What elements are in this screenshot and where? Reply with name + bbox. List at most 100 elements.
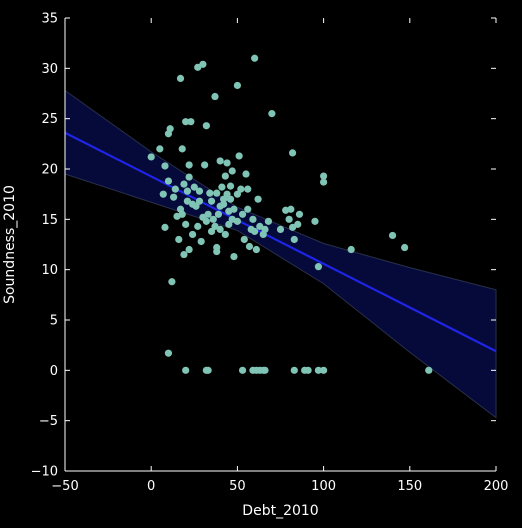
data-point [218, 183, 226, 191]
data-point [199, 60, 207, 68]
data-point [304, 366, 312, 374]
x-tick-label: 0 [147, 479, 155, 494]
x-axis-label: Debt_2010 [242, 503, 318, 519]
regression-layer [64, 131, 497, 353]
y-tick-label: 10 [41, 263, 58, 278]
data-point [192, 202, 200, 210]
data-point [347, 245, 355, 254]
data-point [171, 185, 179, 193]
data-point [290, 366, 298, 374]
data-point [213, 247, 221, 256]
y-tick-label: −5 [39, 414, 58, 429]
data-point [159, 190, 167, 198]
data-point [190, 183, 198, 191]
data-point [206, 189, 214, 197]
data-point [311, 217, 319, 225]
data-point [401, 243, 409, 252]
data-point [230, 205, 238, 213]
data-point [178, 210, 186, 218]
data-point [295, 210, 304, 218]
data-point [238, 366, 247, 374]
data-point [216, 157, 224, 165]
data-point [183, 187, 192, 195]
data-point [221, 230, 229, 239]
data-point [185, 245, 193, 254]
data-point [244, 205, 252, 213]
data-point [276, 225, 285, 233]
data-point [235, 152, 243, 160]
data-point [166, 125, 174, 133]
data-point [220, 200, 228, 208]
data-point [320, 178, 328, 186]
data-point [204, 366, 212, 374]
data-point [249, 215, 257, 223]
data-point [161, 223, 169, 231]
data-point [388, 231, 397, 240]
data-point [251, 54, 259, 62]
data-point [288, 149, 297, 157]
data-point [176, 74, 185, 82]
data-point [233, 217, 241, 225]
regression-line [64, 131, 497, 353]
data-point [233, 190, 241, 198]
data-point [242, 170, 250, 178]
data-point [268, 110, 276, 118]
x-tick-label: 50 [229, 479, 246, 494]
x-tick-label: 100 [311, 479, 336, 494]
data-point [185, 173, 193, 181]
data-point [170, 193, 178, 201]
data-point [182, 220, 190, 228]
data-point [233, 81, 241, 90]
y-axis-label: Soundness_2010 [2, 185, 18, 304]
data-point [185, 161, 193, 169]
data-point [207, 197, 216, 205]
data-point [245, 242, 254, 251]
x-tick-label: −50 [51, 479, 78, 494]
data-point [209, 215, 217, 223]
data-point [202, 122, 210, 130]
data-point [251, 227, 259, 236]
data-point [164, 349, 173, 357]
data-point [182, 366, 190, 374]
data-point [320, 366, 328, 374]
data-point [314, 263, 323, 271]
data-point [425, 366, 433, 374]
data-point [178, 145, 186, 153]
data-point [290, 235, 298, 244]
y-tick-label: 5 [50, 314, 58, 329]
data-point [225, 220, 233, 228]
data-point [294, 220, 302, 228]
confidence-band-layer [64, 89, 497, 419]
data-point [230, 252, 238, 261]
data-point [220, 195, 228, 203]
y-tick-label: 30 [41, 62, 58, 77]
data-point [214, 210, 223, 218]
data-point [204, 210, 212, 218]
confidence-band [64, 89, 497, 419]
data-point [254, 195, 262, 203]
data-point [320, 172, 328, 180]
data-point [175, 235, 183, 244]
data-point [314, 366, 323, 374]
x-tick-label: 200 [484, 479, 509, 494]
data-point [226, 195, 235, 203]
data-point [161, 162, 169, 170]
data-points [147, 54, 433, 374]
data-point [226, 182, 235, 190]
data-point [207, 227, 216, 236]
data-point [223, 159, 231, 167]
data-point [180, 250, 188, 259]
axes [64, 17, 497, 472]
data-point [147, 153, 155, 161]
data-point [195, 187, 204, 195]
y-tick-label: 20 [41, 163, 58, 178]
data-point [188, 230, 197, 239]
data-point [261, 225, 269, 233]
data-point [240, 235, 248, 244]
data-point [221, 172, 229, 180]
data-point [164, 177, 173, 185]
data-point [187, 118, 195, 126]
data-point [194, 222, 202, 230]
